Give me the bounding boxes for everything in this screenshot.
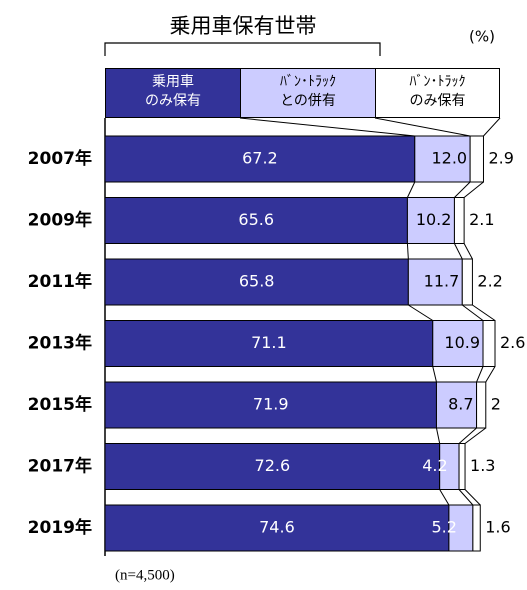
connector-line [239, 117, 415, 137]
bar-segment [104, 197, 408, 244]
value-label: 2 [491, 395, 501, 414]
connector-line [374, 117, 471, 137]
y-tick-label: 2019年 [28, 517, 92, 538]
bar-segment [472, 504, 481, 552]
chart-title: 乗用車保有世帯 [170, 14, 317, 38]
value-label: 2.9 [488, 149, 513, 168]
y-tick-label: 2017年 [28, 456, 92, 477]
value-label: 10.9 [444, 333, 480, 352]
connector-line [458, 489, 474, 506]
value-label: 71.9 [253, 395, 289, 414]
bar-segment [414, 135, 471, 183]
connector-line [461, 304, 484, 321]
bar-segment [458, 443, 466, 490]
bar-segment [476, 381, 487, 429]
value-label: 12.0 [431, 149, 467, 168]
legend-entry: ﾊﾞﾝ･ﾄﾗｯｸ のみ保有 [375, 68, 500, 118]
connector-line [453, 243, 463, 260]
connector-line [439, 489, 450, 506]
value-label: 2.6 [500, 333, 525, 352]
connector-line [432, 366, 437, 383]
legend-entry: ﾊﾞﾝ･ﾄﾗｯｸ との併有 [240, 68, 376, 118]
bar-segment [104, 258, 409, 306]
value-label: 10.2 [416, 210, 452, 229]
bar-segment [406, 197, 455, 244]
bracket [104, 42, 381, 56]
connector-line [458, 427, 477, 444]
connector-line [464, 427, 487, 444]
value-label: 1.6 [485, 518, 510, 537]
bar-segment [469, 135, 484, 183]
connector-line [406, 181, 416, 198]
bar-segment [453, 197, 465, 244]
y-tick-label: 2009年 [28, 210, 92, 231]
bar-segment [104, 135, 416, 183]
bar-segment [461, 258, 473, 306]
y-tick-label: 2011年 [28, 271, 92, 292]
unit-label: (%) [469, 28, 495, 46]
bar-segment [407, 258, 463, 306]
note: (n=4,500) [115, 567, 175, 583]
connector-line [408, 304, 434, 321]
value-label: 71.1 [251, 333, 287, 352]
connector-line [406, 243, 409, 260]
value-label: 2.1 [469, 210, 494, 229]
connector-line [476, 366, 484, 383]
value-label: 11.7 [424, 272, 460, 291]
bar-segment [482, 320, 496, 367]
value-label: 4.2 [422, 456, 447, 475]
bar-segment [104, 504, 450, 552]
value-label: 65.8 [239, 272, 275, 291]
y-tick-label: 2007年 [28, 148, 92, 169]
legend-entry: 乗用車 のみ保有 [105, 68, 241, 118]
connector-line [464, 489, 481, 506]
value-label: 74.6 [259, 518, 295, 537]
connector-line [483, 117, 501, 137]
value-label: 8.7 [448, 395, 473, 414]
connector-line [463, 243, 473, 260]
value-label: 1.3 [470, 456, 495, 475]
value-label: 65.6 [238, 210, 274, 229]
connector-line [485, 366, 496, 383]
value-label: 5.2 [431, 518, 456, 537]
bar-segment [432, 320, 484, 367]
bar-segment [104, 381, 437, 429]
y-tick-label: 2015年 [28, 394, 92, 415]
bar-segment [104, 320, 434, 367]
connector-line [454, 181, 471, 198]
connector-line [472, 304, 496, 321]
value-label: 72.6 [255, 456, 291, 475]
y-tick-label: 2013年 [28, 333, 92, 354]
value-label: 67.2 [242, 149, 278, 168]
bar-segment [435, 381, 478, 429]
value-label: 2.2 [477, 272, 502, 291]
connector-line [435, 427, 441, 444]
connector-line [463, 181, 484, 198]
